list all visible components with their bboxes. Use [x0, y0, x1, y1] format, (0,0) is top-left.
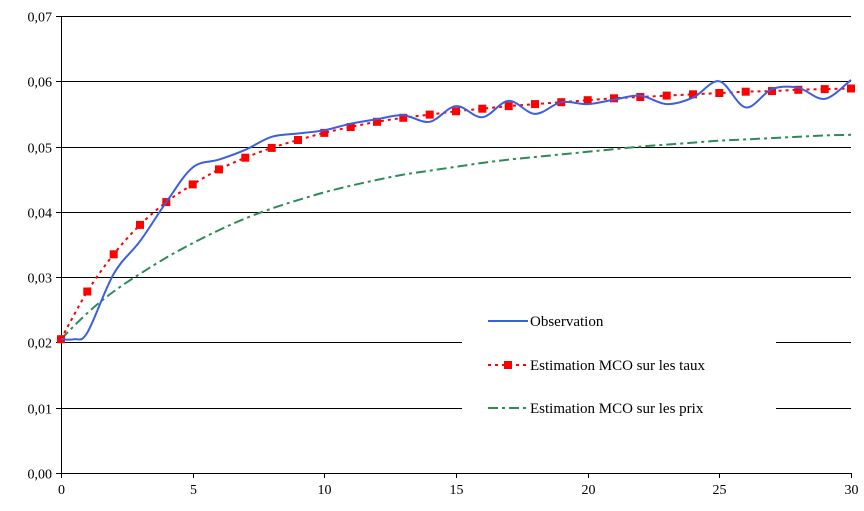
- data-point-marker: [583, 96, 592, 105]
- data-point-marker: [425, 110, 434, 119]
- y-tick-label: 0,05: [28, 142, 53, 157]
- data-point-marker: [662, 91, 671, 100]
- legend-item-prix: Estimation MCO sur les prix: [488, 401, 704, 417]
- data-point-marker: [610, 94, 618, 103]
- data-point-marker: [768, 87, 776, 96]
- data-point-marker: [346, 123, 355, 131]
- y-tick-label: 0,00: [28, 468, 53, 483]
- data-point-marker: [320, 128, 329, 137]
- data-point-marker: [847, 84, 855, 93]
- x-tick-label: 5: [190, 483, 197, 498]
- data-point-marker: [794, 85, 803, 94]
- legend-label-taux: Estimation MCO sur les taux: [530, 358, 705, 374]
- y-tick-label: 0,02: [28, 337, 53, 352]
- data-point-marker: [399, 113, 408, 122]
- legend: Observation Estimation MCO sur les taux …: [462, 300, 776, 425]
- data-point-marker: [636, 93, 645, 101]
- data-point-marker: [109, 250, 118, 259]
- x-tick-label: 10: [318, 483, 332, 498]
- data-point-marker: [294, 136, 302, 144]
- data-point-marker: [715, 89, 724, 97]
- data-point-marker: [689, 90, 697, 99]
- series-line: [60, 133, 852, 340]
- x-tick-label: 0: [58, 483, 65, 498]
- x-tick-label: 25: [713, 483, 727, 498]
- y-tick-label: 0,03: [28, 272, 53, 287]
- y-tick-label: 0,07: [28, 11, 53, 26]
- series-0: [60, 79, 852, 341]
- data-point-marker: [267, 143, 276, 152]
- data-point-marker: [215, 165, 223, 174]
- legend-item-observation: Observation: [488, 314, 604, 330]
- x-tick-label: 15: [450, 483, 464, 498]
- x-axis-ticks: 0 5 10 15 20 25 30: [58, 473, 859, 498]
- y-axis-ticks: 0,00 0,01 0,02 0,03 0,04 0,05 0,06 0,07: [28, 11, 61, 483]
- y-tick-label: 0,01: [28, 403, 53, 418]
- data-point-marker: [373, 117, 381, 126]
- data-point-marker: [452, 107, 460, 116]
- x-tick-label: 20: [582, 483, 596, 498]
- legend-marker-taux: [504, 361, 512, 369]
- legend-label-prix: Estimation MCO sur les prix: [530, 401, 704, 417]
- series-layer: [57, 79, 855, 344]
- data-point-marker: [504, 102, 513, 111]
- data-point-marker: [83, 287, 92, 296]
- data-point-marker: [820, 85, 829, 94]
- series-line: [60, 79, 852, 341]
- x-tick-label: 30: [845, 483, 859, 498]
- data-point-marker: [478, 104, 487, 113]
- data-point-marker: [531, 100, 539, 109]
- legend-item-taux: Estimation MCO sur les taux: [488, 358, 705, 374]
- data-point-marker: [741, 87, 750, 96]
- data-point-marker: [136, 220, 144, 229]
- series-2: [60, 133, 852, 340]
- legend-label-observation: Observation: [530, 314, 604, 330]
- y-tick-label: 0,04: [28, 207, 53, 222]
- data-point-marker: [188, 180, 197, 189]
- data-point-marker: [241, 153, 250, 162]
- y-tick-label: 0,06: [28, 76, 53, 91]
- gridlines: [61, 16, 851, 409]
